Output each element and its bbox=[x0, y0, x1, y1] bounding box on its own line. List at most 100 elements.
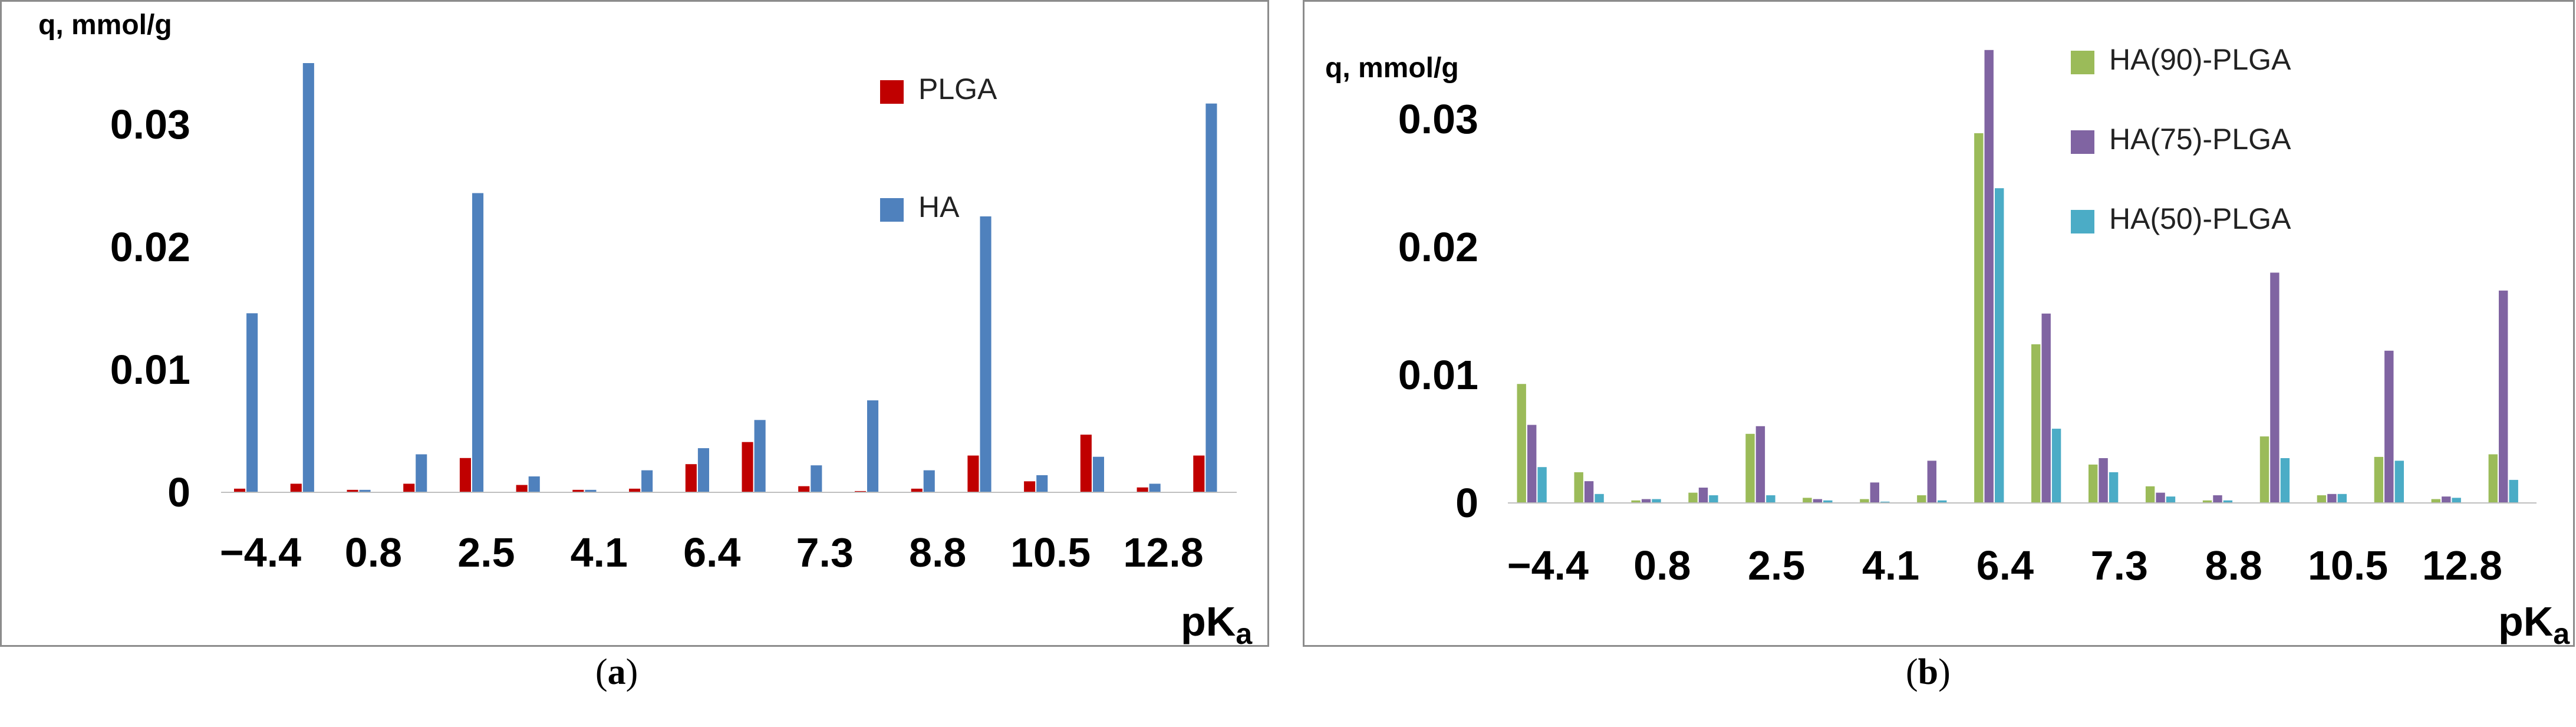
bar-plga-10 bbox=[798, 486, 810, 492]
bar-ha-50-plga-17 bbox=[2509, 479, 2518, 503]
bar-ha-50-plga-12 bbox=[2223, 500, 2233, 503]
y-tick-label: 0.02 bbox=[110, 224, 190, 270]
bar-ha-50-plga-3 bbox=[1709, 495, 1718, 503]
bar-ha-90-plga-17 bbox=[2488, 454, 2498, 503]
bar-ha-50-plga-10 bbox=[2109, 472, 2119, 503]
bar-ha-50-plga-13 bbox=[2280, 458, 2290, 503]
bar-plga-4 bbox=[459, 458, 471, 492]
bar-ha-50-plga-1 bbox=[1595, 494, 1604, 503]
bar-ha-90-plga-16 bbox=[2431, 499, 2440, 503]
bar-ha-75-plga-8 bbox=[1984, 50, 1994, 504]
legend-label-ha-90-plga: HA(90)-PLGA bbox=[2109, 43, 2291, 76]
bar-ha-75-plga-14 bbox=[2327, 494, 2337, 503]
chart-panel-b: q, mmol/g 0 0.01 0.02 0.03 −4.4 0.8 2.5 4.1 6.4 7.… bbox=[1303, 0, 2575, 650]
x-tick-label: 7.3 bbox=[796, 529, 854, 575]
bar-ha-1 bbox=[302, 63, 314, 492]
bar-ha-8 bbox=[697, 448, 709, 492]
y-tick-label: 0.01 bbox=[1398, 352, 1478, 398]
bar-ha-90-plga-8 bbox=[1974, 133, 1984, 503]
bar-plga-5 bbox=[516, 485, 528, 492]
x-tick-label: 0.8 bbox=[1633, 542, 1691, 588]
bar-ha-6 bbox=[585, 489, 597, 492]
bar-ha-17 bbox=[1205, 103, 1217, 493]
bar-ha-90-plga-14 bbox=[2317, 495, 2327, 503]
legend-swatch-ha bbox=[880, 198, 904, 222]
legend-swatch-ha-90-plga bbox=[2071, 51, 2094, 74]
bar-ha-90-plga-5 bbox=[1803, 498, 1812, 503]
bar-plga-6 bbox=[572, 489, 584, 492]
y-tick-label: 0.02 bbox=[1398, 224, 1478, 270]
x-tick-label: 2.5 bbox=[1748, 542, 1805, 588]
x-axis-label: pKa bbox=[2498, 598, 2570, 650]
bar-ha-90-plga-3 bbox=[1688, 492, 1698, 503]
bar-ha-75-plga-17 bbox=[2499, 290, 2508, 503]
x-tick-label: 6.4 bbox=[1977, 542, 2034, 588]
y-axis-label: q, mmol/g bbox=[1325, 52, 1459, 84]
bar-plga-16 bbox=[1137, 487, 1148, 492]
bar-plga-13 bbox=[967, 455, 979, 492]
bar-plga-17 bbox=[1193, 455, 1205, 492]
bar-plga-8 bbox=[685, 464, 697, 492]
bar-ha-50-plga-0 bbox=[1537, 467, 1547, 503]
bar-ha-75-plga-4 bbox=[1755, 426, 1765, 503]
bar-ha-5 bbox=[528, 476, 540, 492]
bar-ha-50-plga-9 bbox=[2051, 429, 2061, 503]
bar-ha-75-plga-13 bbox=[2270, 272, 2279, 503]
bar-ha-75-plga-0 bbox=[1527, 425, 1537, 503]
bar-ha-50-plga-15 bbox=[2394, 460, 2404, 503]
bar-ha-90-plga-15 bbox=[2374, 456, 2384, 503]
y-tick-label: 0 bbox=[167, 469, 190, 515]
x-tick-label: 6.4 bbox=[683, 529, 740, 575]
bar-ha-90-plga-11 bbox=[2145, 486, 2155, 503]
x-tick-label: 4.1 bbox=[571, 529, 628, 575]
legend-label-ha-50-plga: HA(50)-PLGA bbox=[2109, 202, 2291, 235]
bar-ha-16 bbox=[1149, 483, 1161, 492]
x-tick-label: 10.5 bbox=[1010, 529, 1091, 575]
bar-ha-75-plga-12 bbox=[2213, 495, 2222, 503]
caption-a: (a) bbox=[595, 652, 638, 692]
bar-plga-9 bbox=[742, 442, 753, 492]
x-tick-label: 8.8 bbox=[909, 529, 966, 575]
legend-swatch-ha-50-plga bbox=[2071, 210, 2094, 233]
x-axis-label-subscript: a bbox=[1236, 617, 1253, 650]
bar-ha-13 bbox=[980, 216, 991, 492]
x-tick-label: −4.4 bbox=[220, 529, 301, 575]
bar-ha-75-plga-9 bbox=[2041, 313, 2051, 503]
bar-plga-3 bbox=[403, 483, 415, 492]
bar-ha-90-plga-7 bbox=[1917, 495, 1926, 503]
bar-ha-75-plga-5 bbox=[1813, 499, 1823, 503]
bar-ha-50-plga-7 bbox=[1938, 500, 1947, 503]
bar-plga-1 bbox=[290, 483, 302, 492]
bar-ha-50-plga-14 bbox=[2337, 494, 2347, 503]
bar-ha-75-plga-15 bbox=[2384, 350, 2394, 503]
legend-label-plga: PLGA bbox=[918, 73, 997, 106]
chart-a-svg: q, mmol/g 0 0.01 0.02 0.03 −4.4 0.8 2.5 4.1 6.4 7.… bbox=[38, 9, 1253, 650]
x-tick-label: 0.8 bbox=[345, 529, 402, 575]
bar-ha-11 bbox=[867, 400, 879, 492]
x-tick-label: 7.3 bbox=[2091, 542, 2148, 588]
bar-ha-50-plga-8 bbox=[1995, 188, 2004, 503]
bar-ha-9 bbox=[754, 420, 766, 492]
y-tick-label: 0 bbox=[1455, 480, 1478, 526]
caption-b: (b) bbox=[1906, 652, 1951, 692]
bar-ha-90-plga-4 bbox=[1745, 433, 1755, 503]
bar-ha-3 bbox=[416, 454, 427, 492]
x-tick-label: 2.5 bbox=[457, 529, 515, 575]
bar-ha-90-plga-13 bbox=[2259, 436, 2269, 503]
bar-plga-0 bbox=[234, 488, 246, 492]
bar-ha-75-plga-3 bbox=[1698, 488, 1708, 503]
bar-ha-75-plga-2 bbox=[1641, 499, 1651, 503]
bar-plga-11 bbox=[855, 491, 867, 492]
legend-swatch-ha-75-plga bbox=[2071, 130, 2094, 154]
legend-swatch-plga bbox=[880, 80, 904, 104]
x-tick-label: 8.8 bbox=[2205, 542, 2262, 588]
bar-ha-12 bbox=[923, 470, 935, 492]
bar-ha-50-plga-11 bbox=[2166, 496, 2176, 503]
bar-ha-90-plga-12 bbox=[2202, 500, 2212, 503]
y-axis-label: q, mmol/g bbox=[38, 9, 172, 41]
bar-ha-90-plga-0 bbox=[1517, 384, 1526, 503]
bar-ha-90-plga-10 bbox=[2089, 464, 2098, 503]
bar-ha-75-plga-16 bbox=[2442, 496, 2451, 503]
bar-ha-0 bbox=[246, 313, 258, 492]
bar-ha-2 bbox=[359, 489, 371, 492]
